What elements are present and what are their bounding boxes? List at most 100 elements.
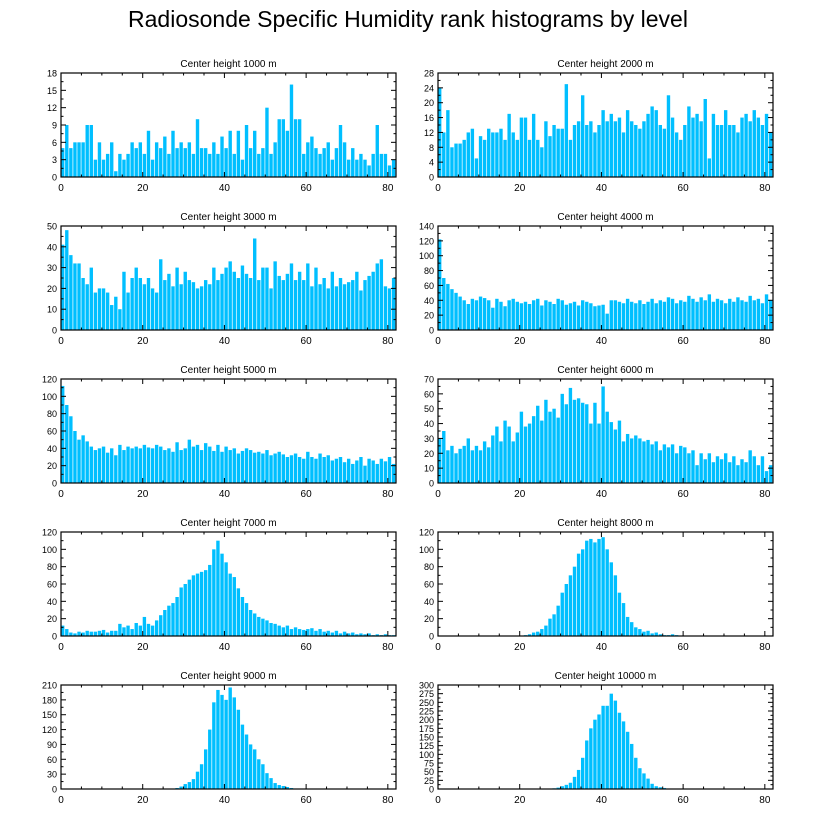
histogram-bar [224,267,228,330]
histogram-bar [736,132,740,177]
histogram-bar [666,297,671,330]
histogram-bar [65,230,69,330]
histogram-bar [495,132,499,177]
y-tick-label: 20 [424,98,434,108]
histogram-bar [212,267,216,330]
panel-title: Center height 9000 m [180,671,276,682]
y-tick-label: 40 [47,242,57,252]
histogram-bar [499,128,503,177]
y-tick-label: 30 [424,434,434,444]
histogram-bar [560,128,564,177]
histogram-bar [560,300,564,330]
histogram-bar [289,629,294,636]
histogram-bar [171,286,175,330]
histogram-bar [163,610,167,636]
histogram-bar [203,443,208,483]
histogram-bar [77,439,81,483]
histogram-bar [740,117,744,177]
histogram-bar [609,562,613,636]
x-tick-label: 0 [435,336,441,347]
histogram-bar [191,779,196,789]
histogram-bar [383,286,388,330]
histogram-bar [199,571,204,636]
histogram-bar [269,623,273,636]
histogram-bar [261,267,265,330]
histogram-bar [85,441,89,483]
histogram-bar [191,282,196,330]
y-tick-label: 6 [52,138,57,148]
histogram-bar [65,629,69,636]
histogram-bar [191,153,196,177]
histogram-bar [450,289,454,330]
histogram-bar [244,273,249,330]
histogram-bar [576,121,581,177]
histogram-bar [330,460,335,483]
y-tick-label: 20 [47,284,57,294]
histogram-bar [126,446,130,483]
histogram-bar [699,297,703,330]
histogram-bar [674,132,679,177]
histogram-bar [302,458,306,483]
histogram-bar [544,300,548,330]
histogram-bar [236,130,241,177]
histogram-bar [244,448,249,483]
x-tick-label: 80 [759,642,771,653]
histogram-bar [383,153,388,177]
histogram-bar [118,309,122,330]
histogram-bar [171,603,175,636]
histogram-bar [159,615,163,636]
histogram-bar [142,284,147,330]
x-tick-label: 80 [382,336,394,347]
y-tick-label: 0 [429,326,434,336]
histogram-bar [130,448,134,483]
x-tick-label: 80 [382,795,394,806]
histogram-bar [650,444,654,483]
histogram-bar [289,455,294,483]
histogram-bar [462,300,466,330]
histogram-bar [118,153,122,177]
y-tick-label: 100 [42,545,57,555]
histogram-bar [240,265,245,330]
histogram-bar [342,142,347,177]
histogram-bar [244,125,249,177]
histogram-bar [580,95,585,177]
histogram-bar [638,438,642,483]
y-tick-label: 30 [47,770,57,780]
x-tick-label: 60 [678,795,690,806]
histogram-bar [318,453,322,483]
histogram-bar [85,125,89,177]
histogram-bar [503,420,507,483]
histogram-bar [507,300,511,330]
y-tick-label: 40 [424,296,434,306]
histogram-bar [265,773,269,789]
y-tick-label: 275 [419,689,434,699]
histogram-bar [101,288,106,330]
histogram-bar [285,130,290,177]
histogram-bar [118,623,122,636]
histogram-bar [355,460,359,483]
histogram-bar [126,292,130,330]
histogram-bar [216,153,220,177]
histogram-bar [711,462,716,483]
histogram-bar [367,633,371,636]
histogram-bar [715,125,720,177]
histogram-bar [105,292,110,330]
histogram-bar [736,465,740,483]
histogram-bar [531,300,536,330]
x-tick-label: 20 [514,795,526,806]
histogram-bar [61,244,65,330]
histogram-bar [597,538,601,636]
histogram-bar [613,121,618,177]
y-tick-label: 210 [42,681,57,691]
histogram-bar [273,623,277,636]
histogram-bar [253,238,257,330]
histogram-bar [134,446,138,483]
x-tick-label: 20 [514,489,526,500]
histogram-bar [306,142,310,177]
y-tick-label: 120 [42,375,57,385]
y-tick-label: 12 [424,128,434,138]
x-tick-label: 40 [596,183,608,194]
histogram-bar [531,416,536,483]
histogram-bar [723,110,728,177]
y-tick-label: 0 [429,173,434,183]
